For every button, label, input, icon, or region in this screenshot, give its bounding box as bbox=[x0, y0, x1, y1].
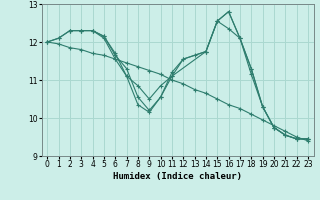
X-axis label: Humidex (Indice chaleur): Humidex (Indice chaleur) bbox=[113, 172, 242, 181]
